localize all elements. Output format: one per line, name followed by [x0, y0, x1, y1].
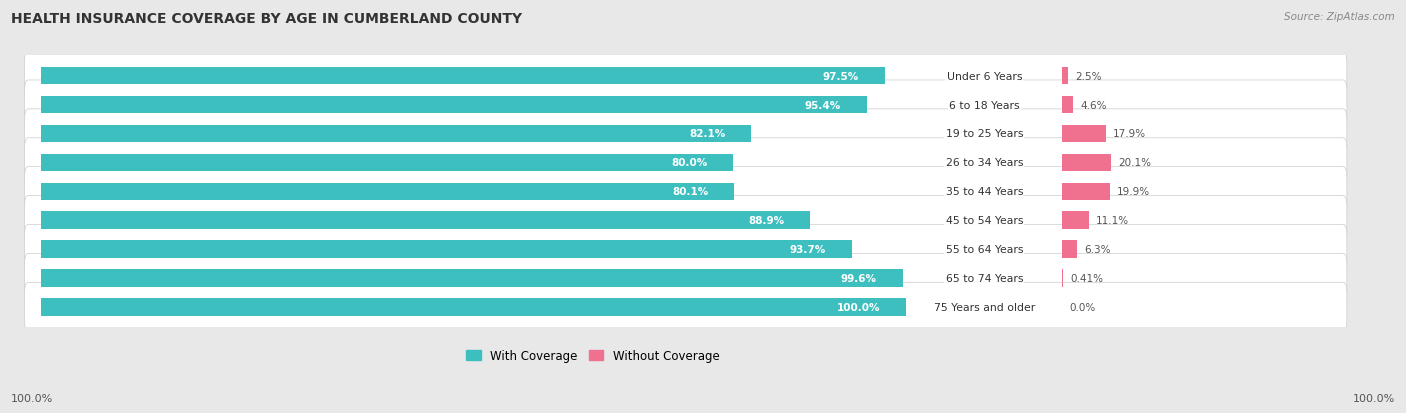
Text: 55 to 64 Years: 55 to 64 Years [945, 244, 1024, 254]
Text: 0.0%: 0.0% [1069, 302, 1095, 312]
Bar [1062, 183, 1111, 200]
FancyBboxPatch shape [24, 52, 1347, 101]
Text: 80.1%: 80.1% [672, 187, 709, 197]
Bar [1062, 154, 1111, 172]
Text: 11.1%: 11.1% [1095, 216, 1129, 225]
Text: 82.1%: 82.1% [689, 129, 725, 139]
FancyBboxPatch shape [24, 196, 1347, 245]
Text: 80.0%: 80.0% [671, 158, 707, 168]
Text: 75 Years and older: 75 Years and older [934, 302, 1035, 312]
Bar [41, 270, 903, 287]
Text: 95.4%: 95.4% [804, 100, 841, 110]
FancyBboxPatch shape [24, 167, 1347, 216]
FancyBboxPatch shape [24, 225, 1347, 274]
Text: 17.9%: 17.9% [1112, 129, 1146, 139]
Text: 97.5%: 97.5% [823, 71, 859, 81]
Bar [41, 212, 810, 229]
Text: 65 to 74 Years: 65 to 74 Years [945, 273, 1024, 283]
Text: 2.5%: 2.5% [1076, 71, 1102, 81]
Bar [41, 154, 734, 172]
Bar [41, 241, 852, 258]
Text: 93.7%: 93.7% [790, 244, 825, 254]
Text: 100.0%: 100.0% [1353, 393, 1395, 403]
Text: 20.1%: 20.1% [1118, 158, 1150, 168]
Bar [1062, 212, 1090, 229]
Bar [41, 68, 884, 85]
Text: 88.9%: 88.9% [748, 216, 785, 225]
Text: HEALTH INSURANCE COVERAGE BY AGE IN CUMBERLAND COUNTY: HEALTH INSURANCE COVERAGE BY AGE IN CUMB… [11, 12, 523, 26]
Text: 4.6%: 4.6% [1080, 100, 1107, 110]
Bar [1062, 241, 1077, 258]
Text: 19.9%: 19.9% [1118, 187, 1150, 197]
Bar [41, 126, 751, 143]
Text: 100.0%: 100.0% [837, 302, 880, 312]
Text: 0.41%: 0.41% [1070, 273, 1104, 283]
Text: 6 to 18 Years: 6 to 18 Years [949, 100, 1019, 110]
Text: 35 to 44 Years: 35 to 44 Years [945, 187, 1024, 197]
FancyBboxPatch shape [24, 282, 1347, 332]
Text: 100.0%: 100.0% [11, 393, 53, 403]
Text: Under 6 Years: Under 6 Years [946, 71, 1022, 81]
FancyBboxPatch shape [24, 138, 1347, 188]
Bar [41, 299, 907, 316]
Bar [1062, 126, 1105, 143]
Bar [41, 183, 734, 200]
FancyBboxPatch shape [24, 254, 1347, 303]
FancyBboxPatch shape [24, 109, 1347, 159]
Text: Source: ZipAtlas.com: Source: ZipAtlas.com [1284, 12, 1395, 22]
Text: 6.3%: 6.3% [1084, 244, 1111, 254]
Text: 26 to 34 Years: 26 to 34 Years [945, 158, 1024, 168]
FancyBboxPatch shape [24, 81, 1347, 130]
Legend: With Coverage, Without Coverage: With Coverage, Without Coverage [467, 349, 720, 362]
Text: 19 to 25 Years: 19 to 25 Years [945, 129, 1024, 139]
Bar [1062, 97, 1073, 114]
Text: 45 to 54 Years: 45 to 54 Years [945, 216, 1024, 225]
Bar [41, 97, 866, 114]
Bar [1062, 68, 1069, 85]
Text: 99.6%: 99.6% [841, 273, 877, 283]
